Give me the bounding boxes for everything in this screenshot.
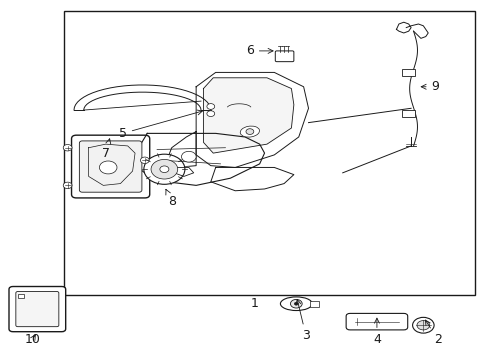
Text: 8: 8 [166, 189, 176, 208]
Bar [402, 69, 415, 76]
Circle shape [246, 129, 254, 134]
Circle shape [181, 151, 196, 162]
Circle shape [294, 302, 298, 305]
FancyBboxPatch shape [9, 287, 66, 332]
FancyBboxPatch shape [72, 135, 150, 198]
Text: 2: 2 [425, 320, 442, 346]
Circle shape [160, 166, 169, 172]
FancyBboxPatch shape [275, 51, 294, 62]
Polygon shape [138, 134, 265, 185]
Text: 1: 1 [251, 297, 259, 310]
Ellipse shape [280, 297, 312, 311]
Bar [310, 301, 319, 307]
Bar [64, 12, 475, 295]
Bar [402, 111, 415, 117]
Bar [18, 294, 24, 298]
Circle shape [417, 320, 430, 330]
Polygon shape [167, 132, 196, 167]
FancyBboxPatch shape [16, 292, 59, 327]
Polygon shape [174, 167, 194, 176]
Polygon shape [396, 22, 411, 33]
Circle shape [207, 104, 215, 109]
Circle shape [63, 144, 72, 151]
Polygon shape [211, 167, 294, 191]
Circle shape [144, 154, 185, 184]
Circle shape [413, 318, 434, 333]
Text: 3: 3 [296, 300, 310, 342]
FancyBboxPatch shape [346, 314, 408, 330]
Ellipse shape [240, 126, 260, 137]
Text: 5: 5 [119, 110, 202, 140]
Circle shape [291, 300, 302, 308]
Text: 10: 10 [24, 333, 40, 346]
Text: 6: 6 [246, 44, 273, 57]
Circle shape [207, 111, 215, 117]
Circle shape [151, 159, 178, 179]
FancyBboxPatch shape [79, 141, 142, 192]
Polygon shape [196, 72, 309, 167]
Polygon shape [203, 78, 294, 153]
Circle shape [63, 182, 72, 189]
Text: 7: 7 [102, 139, 111, 159]
Circle shape [141, 157, 149, 163]
Text: 9: 9 [421, 80, 440, 93]
Text: 4: 4 [373, 318, 381, 346]
Circle shape [99, 161, 117, 174]
